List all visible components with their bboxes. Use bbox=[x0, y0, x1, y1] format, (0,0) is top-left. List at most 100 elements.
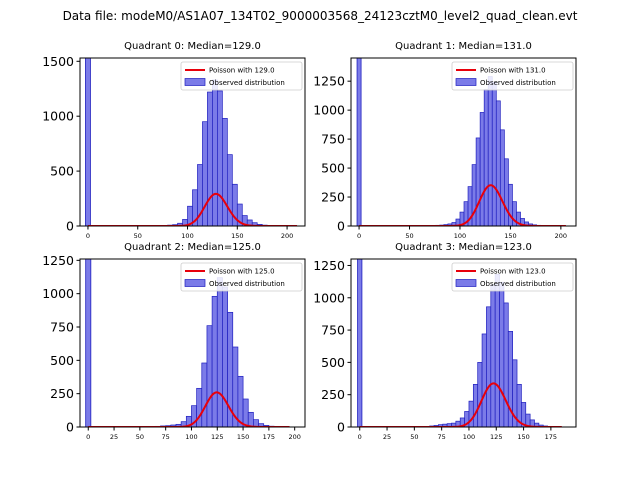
quadrant-2-bar-18 bbox=[247, 411, 254, 427]
quadrant-2-xtick-label-2: 50 bbox=[136, 433, 144, 441]
quadrant-3-xtick-label-3: 75 bbox=[438, 433, 446, 441]
quadrant-1-panel: Quadrant 1: Median=131.00250500750100012… bbox=[313, 41, 577, 240]
quadrant-1-bar-15 bbox=[495, 100, 501, 226]
quadrant-0-panel: Quadrant 0: Median=129.0 0 500 1000 1500 0 50 1… bbox=[42, 41, 306, 240]
quadrant-1-ytick-label-4: 1000 bbox=[313, 103, 345, 118]
quadrant-3-bar-11 bbox=[472, 384, 479, 427]
quadrant-3-bar-10 bbox=[468, 400, 474, 427]
quadrant-1-ytick-label-5: 1250 bbox=[313, 74, 345, 89]
quadrant-3-ytick-label-1: 250 bbox=[321, 387, 345, 402]
quadrant-0-ytick-label-0: 0 bbox=[66, 219, 74, 234]
quadrant-0-title: Quadrant 0: Median=129.0 bbox=[124, 41, 261, 52]
quadrant-0-ytick-label-3: 1500 bbox=[42, 54, 74, 69]
quadrant-1-ytick-label-2: 500 bbox=[321, 161, 345, 176]
quadrant-1-axes-frame bbox=[350, 57, 577, 227]
quadrant-2-bar-17 bbox=[242, 398, 249, 427]
quadrant-0-legend-poisson-label: Poisson with 129.0 bbox=[209, 67, 275, 75]
quadrant-3-legend-box bbox=[451, 262, 574, 292]
quadrant-2-ytick-label-1: 250 bbox=[50, 386, 74, 401]
quadrant-3-xtick-label-7: 175 bbox=[545, 433, 557, 441]
quadrant-2-ytick-label-2: 500 bbox=[50, 353, 74, 368]
quadrant-2-ytick-label-4: 1000 bbox=[42, 286, 74, 301]
quadrant-2-xtick-label-3: 75 bbox=[162, 433, 170, 441]
quadrant-0-xtick-label-2: 100 bbox=[181, 232, 193, 240]
quadrant-0-xtick-label-3: 150 bbox=[231, 232, 243, 240]
quadrant-0-legend-box bbox=[180, 61, 303, 91]
quadrant-1-bar-11 bbox=[479, 112, 485, 226]
quadrant-0-bar-zero bbox=[85, 58, 91, 226]
quadrant-2-legend-observed-label: Observed distribution bbox=[209, 280, 285, 288]
quadrant-1-ytick-label-3: 750 bbox=[321, 132, 345, 147]
quadrant-0-legend-observed-label: Observed distribution bbox=[209, 79, 285, 87]
quadrant-2-ytick-label-0: 0 bbox=[66, 420, 74, 435]
quadrant-3-poisson-line bbox=[359, 382, 562, 427]
quadrant-3-bar-13 bbox=[481, 333, 487, 427]
quadrant-2-bar-13 bbox=[222, 286, 228, 427]
quadrant-1-legend-bar-swatch bbox=[455, 78, 477, 86]
quadrant-1-xtick-label-2: 100 bbox=[454, 232, 466, 240]
quadrant-3-legend-poisson-label: Poisson with 123.0 bbox=[480, 268, 546, 276]
quadrant-0-bar-14 bbox=[226, 154, 233, 226]
quadrant-2-bar-11 bbox=[211, 295, 218, 427]
quadrant-3-panel: Quadrant 3: Median=123.00250500750100012… bbox=[313, 242, 577, 441]
quadrant-3-legend-observed-label: Observed distribution bbox=[480, 280, 556, 288]
quadrant-0-ytick-label-1: 500 bbox=[50, 164, 74, 179]
quadrant-3-bar-14 bbox=[486, 306, 492, 427]
quadrant-1-bar-12 bbox=[483, 88, 489, 226]
quadrant-3-bar-17 bbox=[499, 281, 505, 427]
quadrant-0-ytick-label-2: 1000 bbox=[42, 109, 74, 124]
quadrant-1-xtick-label-3: 150 bbox=[504, 232, 516, 240]
quadrant-3-xtick-label-4: 100 bbox=[463, 433, 475, 441]
quadrant-3-ytick-label-4: 1000 bbox=[313, 290, 345, 305]
quadrant-1-bar-17 bbox=[504, 158, 509, 226]
quadrant-3-bar-12 bbox=[477, 362, 483, 427]
quadrant-2-bar-9 bbox=[201, 362, 208, 427]
quadrant-1-xtick-label-0: 0 bbox=[357, 232, 361, 240]
quadrant-2-legend-poisson-label: Poisson with 125.0 bbox=[209, 268, 275, 276]
quadrant-2-xtick-label-1: 25 bbox=[110, 433, 118, 441]
quadrant-3-xtick-label-5: 125 bbox=[490, 433, 502, 441]
quadrant-2-xtick-label-7: 175 bbox=[263, 433, 275, 441]
quadrant-3-axes-frame bbox=[350, 258, 577, 428]
quadrant-1-xtick-label-1: 50 bbox=[405, 232, 413, 240]
quadrant-2-bar-10 bbox=[206, 325, 213, 427]
quadrant-2-legend-box bbox=[180, 262, 303, 292]
quadrant-3-bar-16 bbox=[494, 274, 500, 427]
quadrant-3-ytick-label-5: 1250 bbox=[313, 258, 345, 273]
quadrant-2-legend-bar-swatch bbox=[184, 279, 206, 287]
quadrant-3-title: Quadrant 3: Median=123.0 bbox=[395, 242, 532, 253]
quadrant-3-bar-15 bbox=[490, 284, 496, 427]
quadrant-0-xtick-label-1: 50 bbox=[134, 232, 142, 240]
quadrant-1-ytick-label-0: 0 bbox=[337, 219, 345, 234]
quadrant-3-legend-bar-swatch bbox=[455, 279, 477, 287]
quadrant-0-bar-12 bbox=[217, 90, 223, 226]
quadrant-1-ytick-label-1: 250 bbox=[321, 190, 345, 205]
quadrant-1-legend-poisson-label: Poisson with 131.0 bbox=[480, 67, 546, 75]
quadrant-3-xtick-label-0: 0 bbox=[358, 433, 362, 441]
quadrant-0-bar-16 bbox=[236, 203, 243, 226]
quadrant-3-ytick-label-0: 0 bbox=[337, 420, 345, 435]
quadrant-2-bar-8 bbox=[196, 387, 203, 427]
quadrant-1-legend-box bbox=[451, 61, 574, 91]
quadrant-2-bar-12 bbox=[216, 277, 223, 427]
quadrant-0-legend-bar-swatch bbox=[184, 78, 206, 86]
quadrant-3-bar-zero bbox=[357, 259, 363, 427]
quadrant-2-ytick-label-5: 1250 bbox=[42, 253, 74, 268]
quadrant-2-xtick-label-6: 150 bbox=[237, 433, 249, 441]
quadrant-3-ytick-label-2: 500 bbox=[321, 355, 345, 370]
quadrant-2-xtick-label-0: 0 bbox=[86, 433, 90, 441]
quadrant-3-ytick-label-3: 750 bbox=[321, 323, 345, 338]
quadrant-0-bar-13 bbox=[222, 118, 228, 226]
quadrant-3-plot-area bbox=[357, 259, 562, 427]
quadrant-1-bar-zero bbox=[356, 58, 362, 226]
quadrant-1-bar-18 bbox=[508, 183, 513, 226]
quadrant-3-xtick-label-2: 50 bbox=[410, 433, 418, 441]
quadrant-3-xtick-label-6: 150 bbox=[517, 433, 529, 441]
quadrant-3-xtick-label-1: 25 bbox=[383, 433, 391, 441]
quadrant-0-axes-frame bbox=[79, 57, 306, 227]
quadrant-1-bar-9 bbox=[471, 164, 477, 226]
quadrant-1-bar-14 bbox=[491, 81, 497, 226]
quadrant-1-bar-16 bbox=[499, 129, 505, 226]
quadrant-2-xtick-label-4: 100 bbox=[185, 433, 197, 441]
